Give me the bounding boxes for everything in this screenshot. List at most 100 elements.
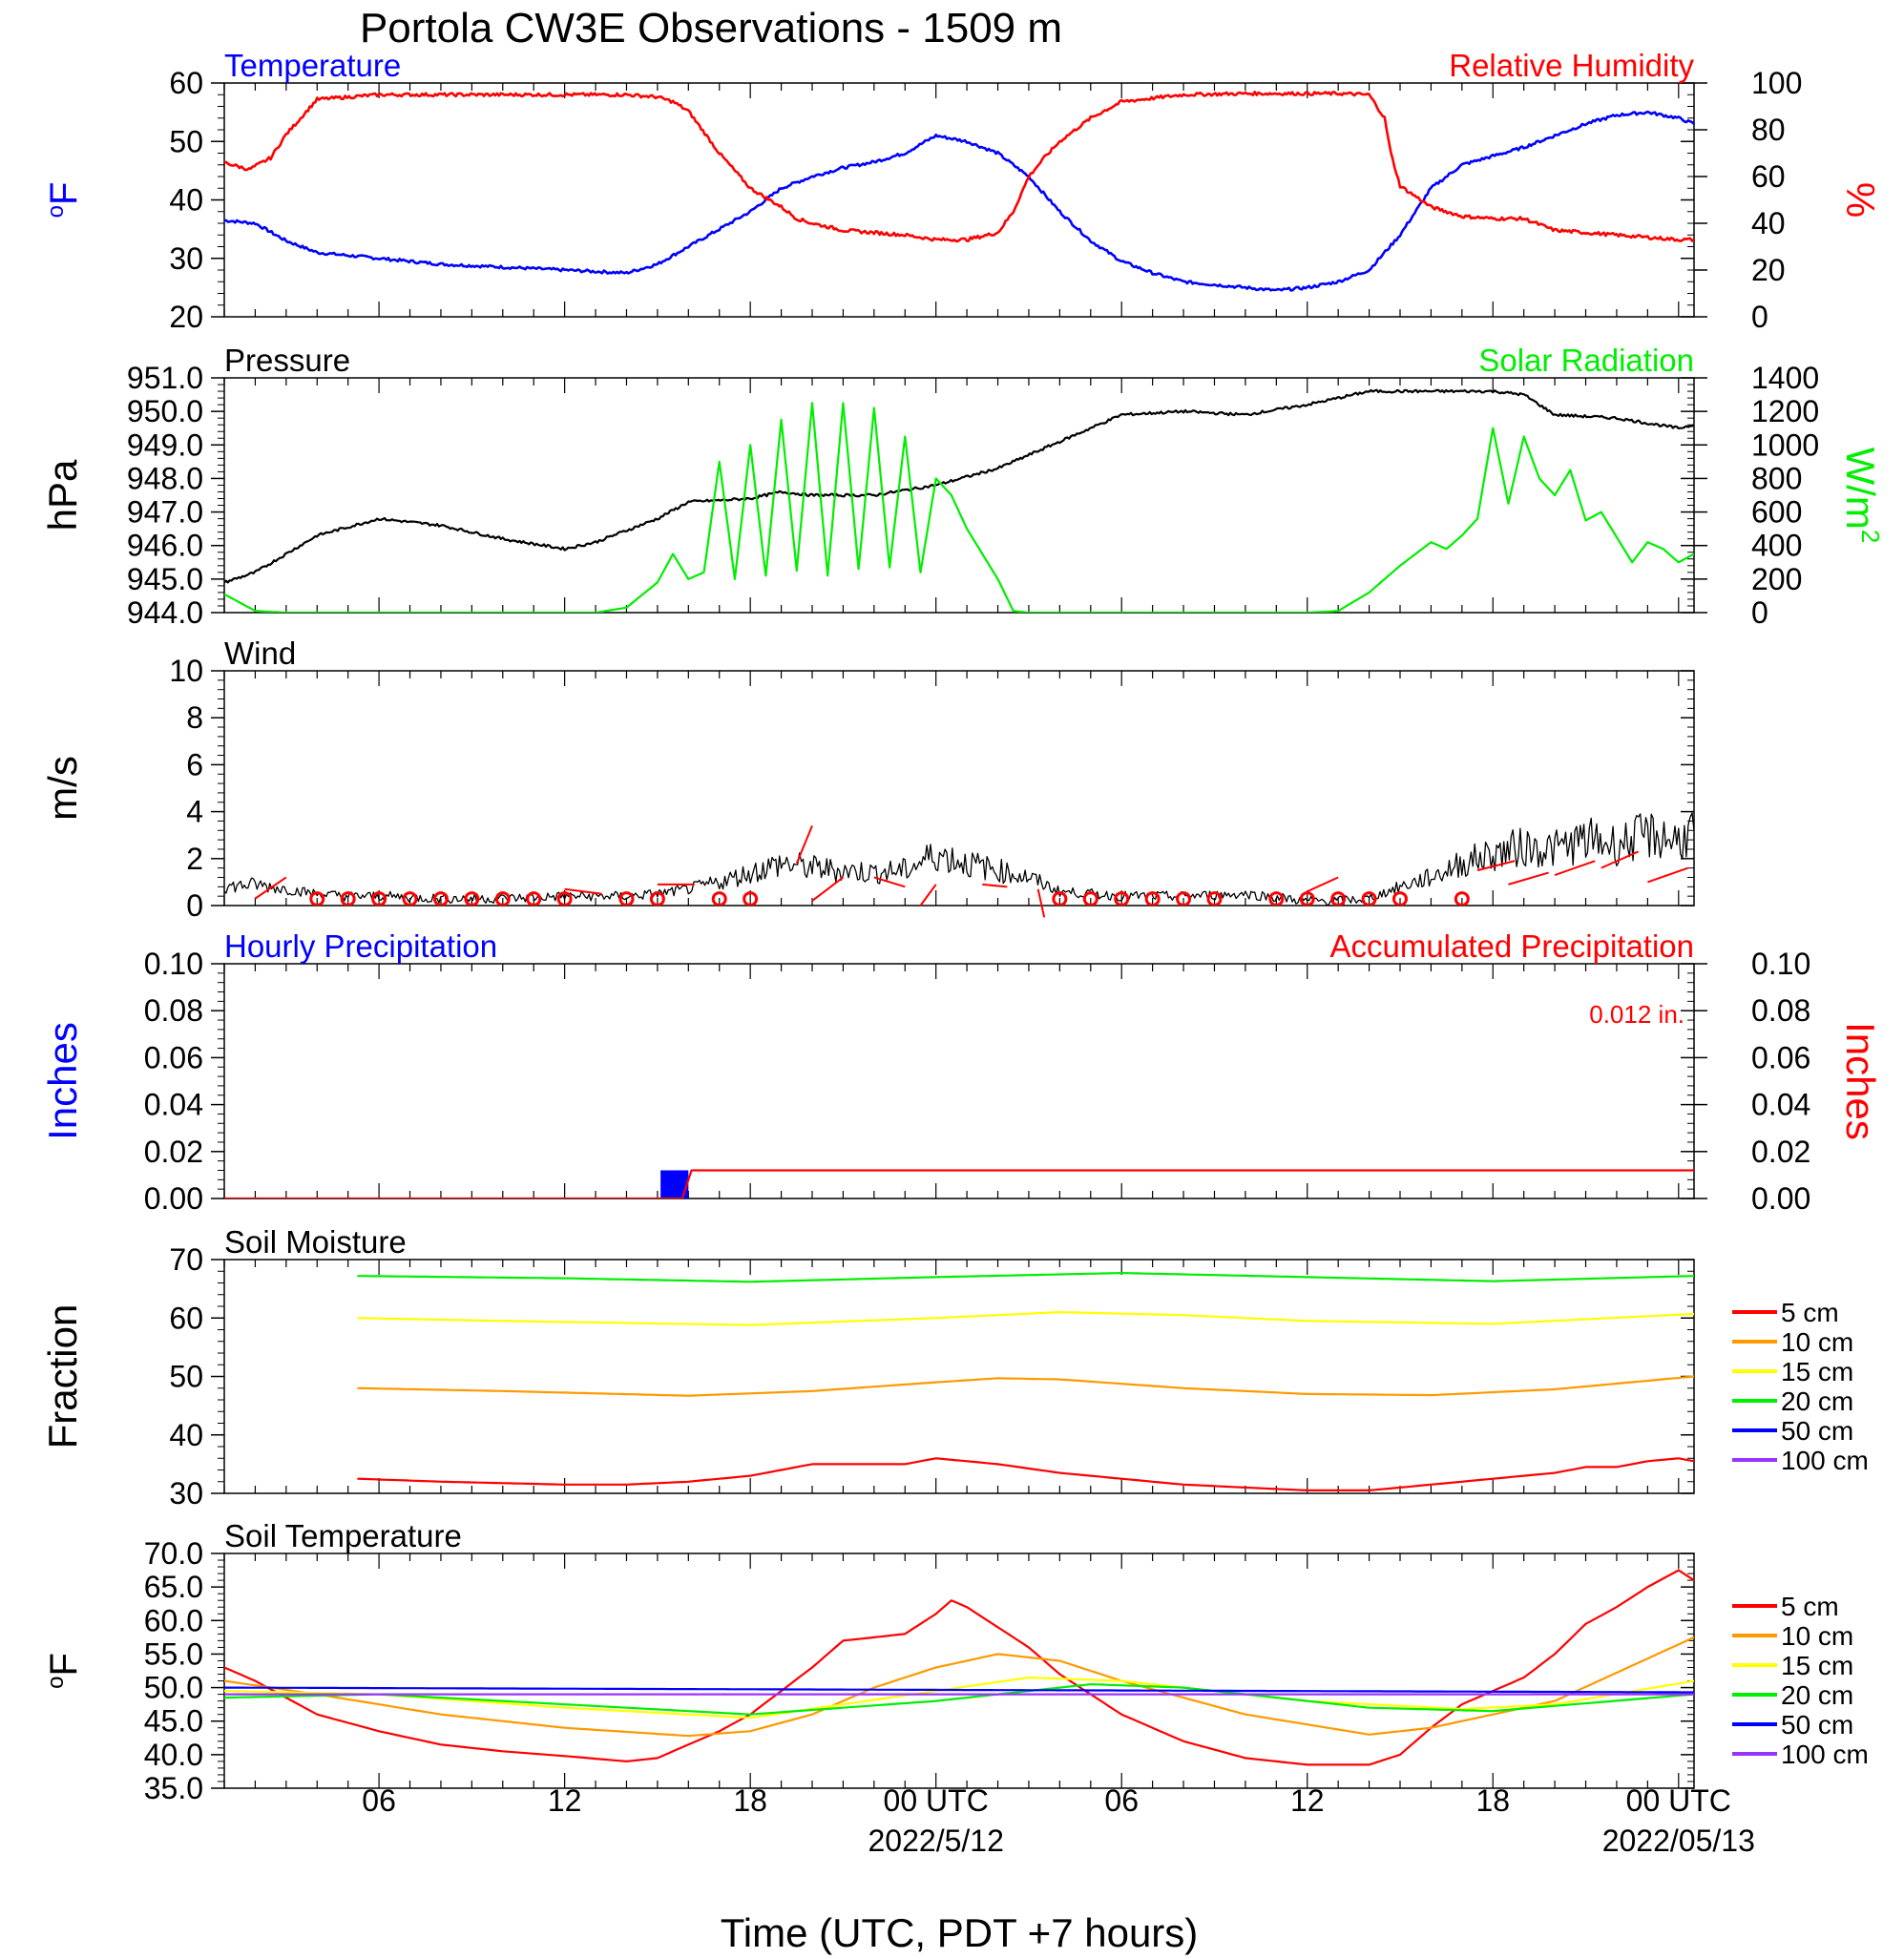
x-tick-label: 12: [1290, 1783, 1325, 1818]
panel-frame: [223, 1553, 1695, 1789]
series-15-cm: [224, 1676, 1694, 1719]
calm-wind-marker: [556, 891, 573, 906]
calm-wind-marker: [1206, 891, 1223, 906]
x-axis-title: Time (UTC, PDT +7 hours): [721, 1910, 1199, 1955]
plot-area: [224, 1569, 1694, 1766]
y-tick-label-left: 949.0: [127, 427, 203, 462]
y-tick-label-left: 948.0: [127, 461, 203, 495]
calm-wind-marker: [1176, 891, 1192, 906]
y-tick-label-right: 400: [1751, 529, 1802, 563]
wind-barb: [919, 884, 937, 907]
panel-title-left: Soil Moisture: [224, 1224, 407, 1260]
y-tick-label-left: 10: [169, 654, 203, 688]
calm-wind-marker: [1330, 891, 1347, 906]
legend-label: 50 cm: [1781, 1416, 1853, 1446]
legend-label: 10 cm: [1781, 1621, 1853, 1651]
wind-barb: [1554, 860, 1596, 876]
wind-barb: [1307, 876, 1339, 893]
calm-wind-marker: [1268, 891, 1285, 906]
y-tick-label-left: 0.06: [144, 1040, 203, 1074]
y-tick-label-right: 0.10: [1751, 947, 1810, 981]
panel-title-left: Pressure: [224, 343, 350, 378]
y-tick-label-left: 20: [169, 300, 203, 334]
calm-wind-marker: [711, 891, 727, 906]
x-tick-date: 2022/5/12: [868, 1824, 1004, 1858]
accumulated-total: 0.012 in.: [1589, 1000, 1684, 1029]
y-tick-label-left: 45.0: [144, 1704, 203, 1739]
y-tick-label-left: 30: [169, 1476, 203, 1511]
calm-wind-marker: [432, 891, 449, 906]
series-10-cm: [224, 1636, 1694, 1738]
series-15-cm: [357, 1310, 1694, 1326]
panel-title-left: Soil Temperature: [224, 1518, 462, 1553]
legend-label: 100 cm: [1781, 1446, 1869, 1475]
calm-wind-marker: [494, 891, 511, 906]
y-tick-label-left: 60.0: [144, 1603, 203, 1637]
wind-barb: [1036, 888, 1046, 918]
y-tick-label-right: 100: [1751, 66, 1802, 100]
calm-wind-marker: [1052, 891, 1068, 906]
series-5-cm: [357, 1457, 1694, 1492]
calm-wind-marker: [618, 891, 635, 906]
y-tick-label-left: 944.0: [127, 595, 203, 630]
page-title: Portola CW3E Observations - 1509 m: [360, 5, 1062, 52]
plot-area: [224, 1169, 1694, 1198]
y-tick-label-left: 50: [169, 124, 203, 158]
series-10-cm: [357, 1375, 1694, 1397]
y-tick-label-left: 50.0: [144, 1671, 203, 1705]
wind-barb: [564, 887, 602, 895]
series-5-cm: [224, 1569, 1694, 1766]
y-tick-label-left: 40.0: [144, 1738, 203, 1772]
panel-title-right: Relative Humidity: [1449, 48, 1694, 83]
legend-label: 20 cm: [1781, 1386, 1853, 1416]
x-tick-label: 12: [548, 1783, 582, 1818]
panel-frame: [223, 377, 1695, 614]
panel-frame: [223, 670, 1695, 907]
x-tick-label: 00 UTC: [884, 1783, 989, 1818]
y-tick-label-left: 0.04: [144, 1088, 203, 1122]
y-tick-label-left: 6: [186, 747, 203, 782]
y-tick-label-right: 600: [1751, 495, 1802, 530]
y-tick-label-left: 951.0: [127, 361, 203, 395]
y-tick-label-left: 70.0: [144, 1536, 203, 1571]
x-tick-label: 06: [362, 1783, 396, 1818]
y-tick-label-left: 950.0: [127, 394, 203, 428]
panel-precip: 0.10 0.08 0.06 0.04 0.02 0.00 0.10 0.08 0.06 0.04…: [40, 928, 1883, 1216]
series-50-cm: [224, 1686, 1694, 1694]
calm-wind-marker: [1392, 891, 1408, 906]
y-tick-label-right: 60: [1751, 159, 1786, 194]
y-tick-label-left: 0.00: [144, 1181, 203, 1216]
panel-pressure_solar: 951.0950.0949.0948.0947.0946.0945.0944.0…: [40, 343, 1885, 630]
y-tick-label-left: 947.0: [127, 495, 203, 530]
y-tick-label-left: 2: [186, 842, 203, 876]
y-axis-label-right: W/m2: [1838, 448, 1885, 544]
x-tick-label: 06: [1104, 1783, 1139, 1818]
calm-wind-marker: [402, 891, 418, 906]
panel-frame: [223, 1259, 1695, 1494]
calm-wind-marker: [743, 891, 759, 906]
y-tick-label-right: 80: [1751, 113, 1786, 147]
y-tick-label-left: 4: [186, 795, 203, 829]
series-20-cm: [224, 1682, 1694, 1716]
y-tick-label-left: 40: [169, 1418, 203, 1452]
legend-label: 50 cm: [1781, 1710, 1853, 1740]
wind-barb: [1647, 866, 1688, 884]
calm-wind-marker: [526, 891, 542, 906]
panel-title-right: Accumulated Precipitation: [1329, 928, 1694, 964]
legend-label: 100 cm: [1781, 1740, 1869, 1769]
y-tick-label-left: 0.08: [144, 993, 203, 1028]
calm-wind-marker: [309, 891, 325, 906]
wind-barb: [1601, 850, 1640, 869]
plot-area: [357, 1271, 1694, 1492]
y-tick-label-left: 8: [186, 700, 203, 735]
y-tick-label-left: 55.0: [144, 1636, 203, 1671]
y-tick-label-left: 70: [169, 1242, 203, 1277]
panel-wind: 10 8 6 4 2 0 Wind m/s: [40, 636, 1695, 923]
y-tick-label-right: 1200: [1751, 394, 1819, 428]
plot-area: [224, 91, 1694, 292]
legend-label: 20 cm: [1781, 1680, 1853, 1710]
y-tick-label-right: 0.06: [1751, 1040, 1810, 1074]
series-relative-humidity: [224, 91, 1694, 243]
